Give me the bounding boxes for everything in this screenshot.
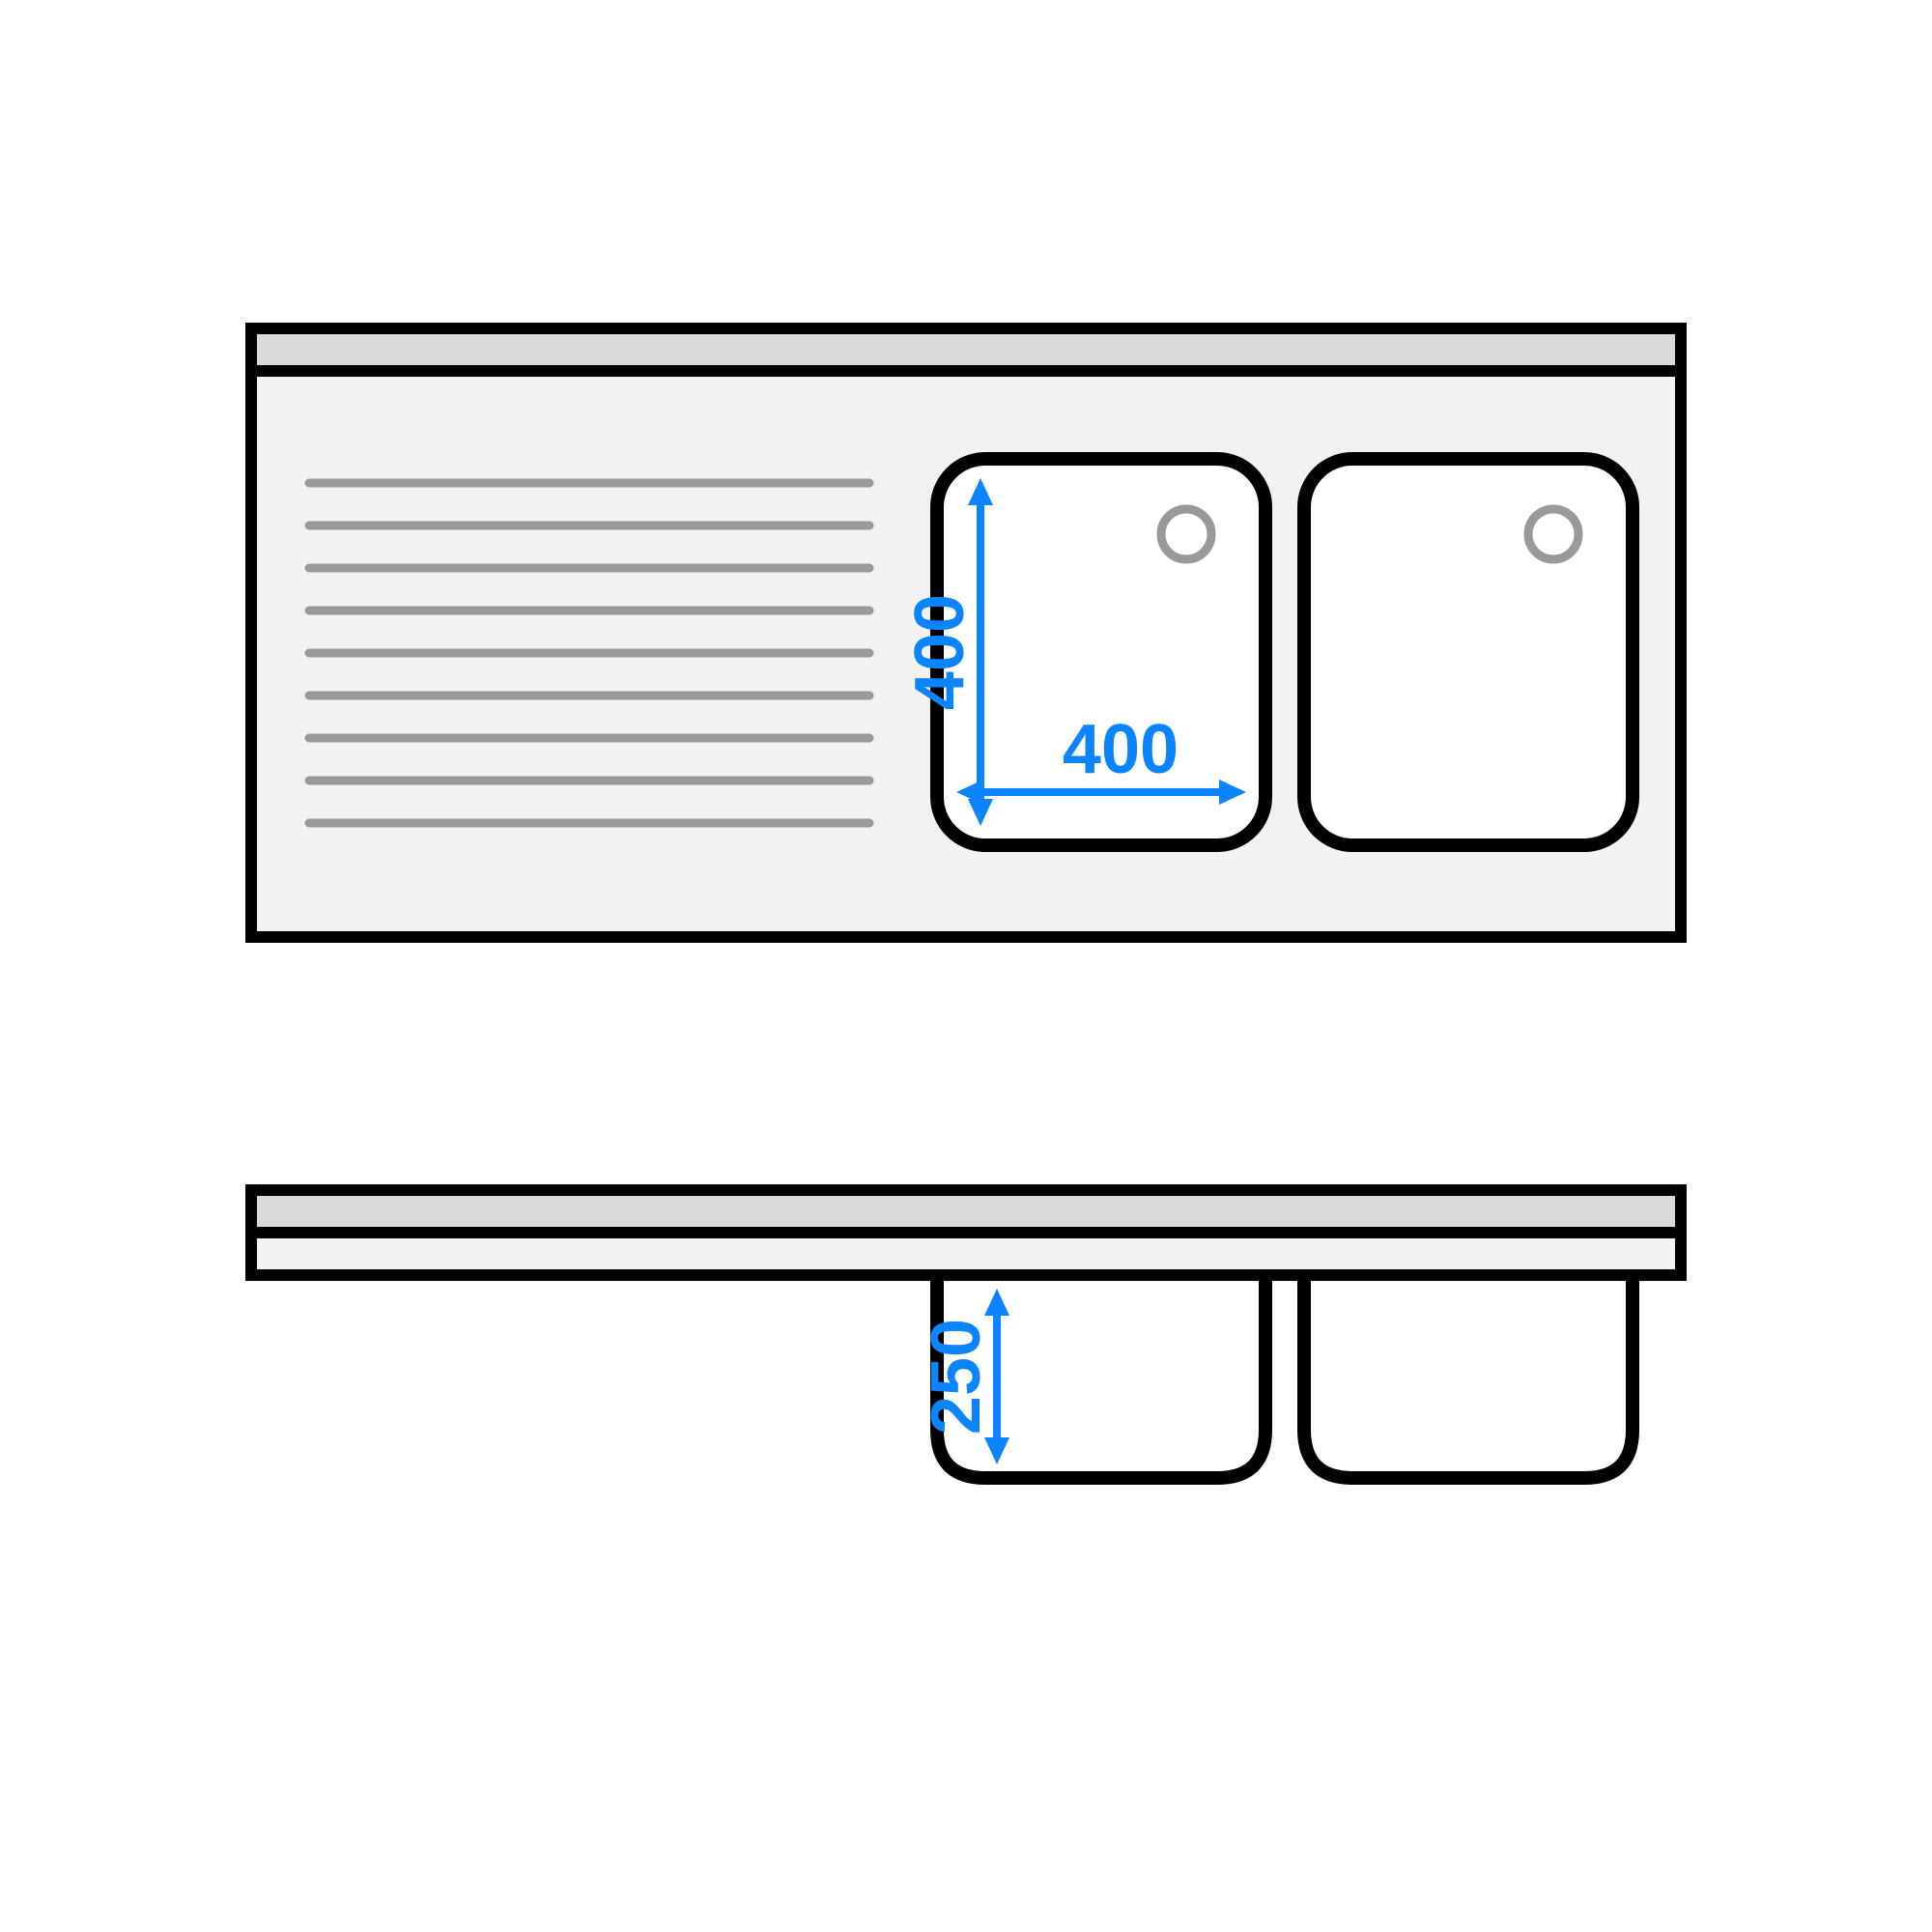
top-view-backsplash: [251, 328, 1681, 371]
sink-technical-drawing: 400 400 250: [0, 0, 1932, 1932]
front-view-counter: [251, 1233, 1681, 1275]
front-view-basin-2: [1304, 1269, 1633, 1478]
front-view-backsplash: [251, 1190, 1681, 1233]
dim-label-basin-width: 400: [1063, 711, 1179, 788]
dim-label-basin-height: 400: [901, 594, 979, 710]
top-view-basin-2: [1304, 459, 1633, 845]
dim-label-basin-depth: 250: [918, 1319, 995, 1435]
